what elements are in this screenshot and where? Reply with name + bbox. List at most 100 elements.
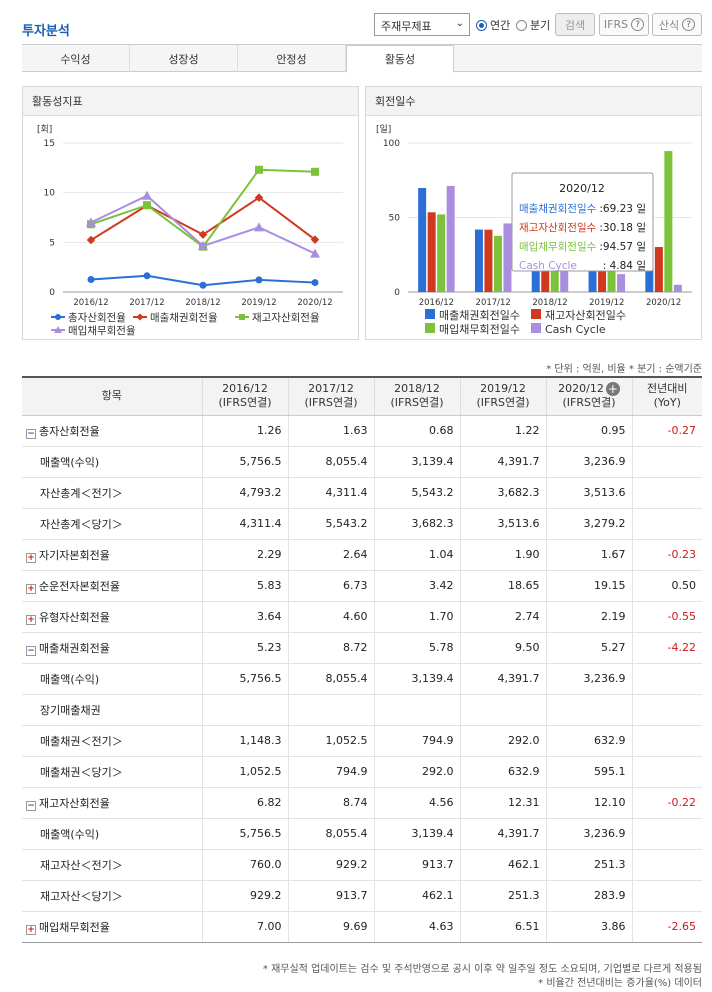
data-point: [199, 281, 207, 289]
value-cell: 3,513.6: [459, 508, 546, 540]
table-row: 매출채권＜전기＞ 1,148.3 1,052.5 794.9 292.0 632.9: [22, 725, 702, 757]
help-icon: ?: [631, 18, 645, 31]
tab-stability[interactable]: 안정성: [238, 45, 346, 72]
x-tick-label: 2016/12: [419, 298, 454, 308]
table-row: 자산총계＜당기＞ 4,311.4 5,543.2 3,682.3 3,513.6 3,27…: [22, 508, 702, 540]
tooltip-label: 매출채권회전일수: [519, 202, 597, 215]
value-cell: [201, 694, 288, 726]
yoy-cell: [631, 663, 702, 695]
row-label-cell: 매출액(수익): [22, 663, 202, 695]
expand-icon[interactable]: +: [26, 924, 36, 935]
value-cell: 18.65: [459, 570, 546, 602]
data-point: [142, 190, 152, 200]
value-cell: 1.63: [287, 415, 374, 447]
value-cell: 0.95: [545, 415, 632, 447]
value-cell: 5.83: [201, 570, 288, 602]
row-label-cell[interactable]: + 매입채무회전율: [22, 911, 202, 943]
row-label: 매출채권＜당기＞: [40, 765, 123, 779]
value-cell: 19.15: [545, 570, 632, 602]
bar: [493, 235, 502, 292]
tab-profitability[interactable]: 수익성: [22, 45, 130, 72]
value-cell: 3,139.4: [373, 663, 460, 695]
row-label-cell[interactable]: − 매출채권회전율: [22, 632, 202, 664]
value-cell: 251.3: [545, 849, 632, 881]
table-row: + 유형자산회전율 3.64 4.60 1.70 2.74 2.19 -0.55: [22, 601, 702, 633]
tab-growth[interactable]: 성장성: [130, 45, 238, 72]
formula-button[interactable]: 산식 ?: [652, 13, 702, 36]
table-row: 자산총계＜전기＞ 4,793.2 4,311.4 5,543.2 3,682.3 3,51…: [22, 477, 702, 509]
row-label: 순운전자본회전율: [39, 579, 120, 593]
expand-icon[interactable]: +: [26, 552, 36, 563]
value-cell: 3.64: [201, 601, 288, 633]
value-cell: 913.7: [373, 849, 460, 881]
statement-select-value: 주재무제표: [381, 20, 432, 33]
radio-annual[interactable]: 연간: [476, 17, 510, 33]
chevron-down-icon: ⌄: [455, 18, 464, 29]
y-unit-label: [일]: [376, 124, 391, 135]
value-cell: 3,279.2: [545, 508, 632, 540]
value-cell: 3,236.9: [545, 446, 632, 478]
table-row: + 자기자본회전율 2.29 2.64 1.04 1.90 1.67 -0.23: [22, 539, 702, 571]
value-cell: 1.22: [459, 415, 546, 447]
value-cell: 3,682.3: [373, 508, 460, 540]
value-cell: 8,055.4: [287, 663, 374, 695]
legend-swatch: [425, 309, 435, 319]
data-point: [311, 167, 319, 176]
yoy-cell: -0.55: [631, 601, 702, 633]
legend-marker: [54, 326, 62, 333]
statement-select[interactable]: 주재무제표 ⌄: [374, 13, 470, 36]
yoy-cell: -0.27: [631, 415, 702, 447]
table-row: 재고자산＜전기＞ 760.0 929.2 913.7 462.1 251.3: [22, 849, 702, 881]
row-label-cell[interactable]: + 자기자본회전율: [22, 539, 202, 571]
value-cell: 7.00: [201, 911, 288, 943]
radio-unchecked-icon: [516, 19, 527, 31]
tab-activity[interactable]: 활동성: [346, 45, 454, 73]
row-label-cell[interactable]: + 유형자산회전율: [22, 601, 202, 633]
row-label: 자산총계＜당기＞: [40, 517, 123, 531]
header-main-text: 2020/12 +: [558, 382, 620, 397]
legend-label: 매입채무회전율: [68, 324, 136, 337]
bar: [474, 229, 483, 292]
yoy-cell: -4.22: [631, 632, 702, 664]
value-cell: 1,052.5: [287, 725, 374, 757]
expand-icon[interactable]: +: [26, 583, 36, 594]
radio-quarter[interactable]: 분기: [516, 17, 550, 33]
row-label: 매출액(수익): [40, 455, 100, 469]
radio-annual-label: 연간: [490, 19, 511, 32]
collapse-icon[interactable]: −: [26, 800, 36, 811]
expand-icon[interactable]: +: [26, 614, 36, 625]
value-cell: 3.86: [545, 911, 632, 943]
value-cell: 794.9: [373, 725, 460, 757]
value-cell: 1.70: [373, 601, 460, 633]
y-tick-label: 5: [49, 238, 55, 248]
value-cell: 4,311.4: [201, 508, 288, 540]
value-cell: 5,756.5: [201, 663, 288, 695]
data-point: [254, 222, 264, 232]
search-button[interactable]: 검색: [555, 13, 595, 36]
value-cell: 8,055.4: [287, 446, 374, 478]
table-row: − 재고자산회전율 6.82 8.74 4.56 12.31 12.10 -0.22: [22, 787, 702, 819]
value-cell: 292.0: [459, 725, 546, 757]
header-main-text: 2019/12: [480, 382, 526, 396]
activity-chart-panel: 활동성지표 [회] 0 5 10 15 2016/12 2017/12 2018/12 2019…: [22, 86, 359, 340]
row-label: 매출액(수익): [40, 672, 100, 686]
row-label-cell[interactable]: + 순운전자본회전율: [22, 570, 202, 602]
x-tick-label: 2020/12: [297, 298, 332, 308]
yoy-cell: [631, 756, 702, 788]
collapse-icon[interactable]: −: [26, 428, 36, 439]
data-point: [255, 276, 263, 284]
row-label-cell[interactable]: − 총자산회전율: [22, 415, 202, 447]
row-label-cell[interactable]: − 재고자산회전율: [22, 787, 202, 819]
value-cell: 12.31: [459, 787, 546, 819]
value-cell: 794.9: [287, 756, 374, 788]
x-tick-label: 2019/12: [241, 298, 276, 308]
value-cell: 5,756.5: [201, 446, 288, 478]
collapse-icon[interactable]: −: [26, 645, 36, 656]
add-column-icon[interactable]: +: [605, 382, 620, 397]
value-cell: 1.67: [545, 539, 632, 571]
yoy-cell: -0.23: [631, 539, 702, 571]
yoy-cell: -2.65: [631, 911, 702, 943]
tooltip-value: :30.18 일: [599, 221, 646, 234]
ifrs-button[interactable]: IFRS ?: [599, 13, 649, 36]
value-cell: 5.78: [373, 632, 460, 664]
